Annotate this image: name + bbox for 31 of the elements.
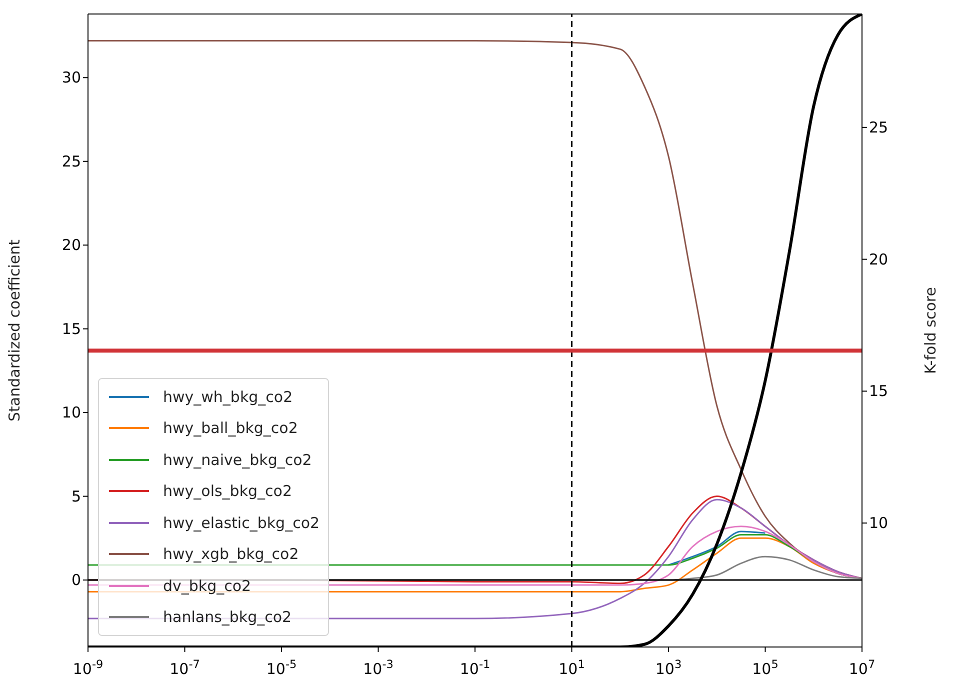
legend-label: hwy_wh_bkg_co2 [163, 388, 293, 406]
legend-label: hwy_ball_bkg_co2 [163, 419, 298, 438]
legend-label: hwy_naive_bkg_co2 [163, 450, 312, 469]
y2-tick-label: 25 [869, 118, 888, 136]
y2-tick-label: 10 [869, 514, 888, 532]
x-tick-label: 10$^{-5}$ [266, 658, 297, 678]
x-tick-label: 10$^{7}$ [848, 658, 876, 678]
line-series [668, 530, 766, 566]
legend-label: hwy_ols_bkg_co2 [163, 482, 292, 500]
y-axis-title: Standardized coefficient [5, 239, 24, 422]
y-tick-label: 0 [71, 571, 81, 590]
x-tick-label: 10$^{-7}$ [170, 658, 200, 678]
y-tick-label: 30 [62, 68, 81, 87]
x-tick-label: 10$^{5}$ [752, 658, 778, 678]
y-tick-label: 25 [62, 152, 81, 170]
y2-tick-label: 20 [869, 250, 888, 268]
x-tick-label: 10$^{3}$ [655, 658, 682, 678]
y-tick-label: 10 [62, 404, 81, 422]
y-tick-label: 5 [71, 487, 81, 506]
y-tick-label: 20 [62, 236, 81, 254]
x-tick-label: 10$^{-3}$ [363, 658, 394, 678]
x-tick-label: 10$^{-1}$ [460, 658, 490, 678]
y2-tick-label: 15 [869, 382, 888, 400]
x-tick-label: 10$^{1}$ [558, 658, 585, 678]
legend-label: dv_bkg_co2 [163, 576, 252, 595]
y-tick-label: 15 [62, 320, 81, 338]
x-tick-label: 10$^{-9}$ [72, 658, 104, 678]
y2-axis-title: K-fold score [921, 287, 940, 374]
legend-label: hanlans_bkg_co2 [163, 608, 292, 626]
legend-label: hwy_xgb_bkg_co2 [163, 545, 299, 564]
legend-label: hwy_elastic_bkg_co2 [163, 514, 320, 532]
